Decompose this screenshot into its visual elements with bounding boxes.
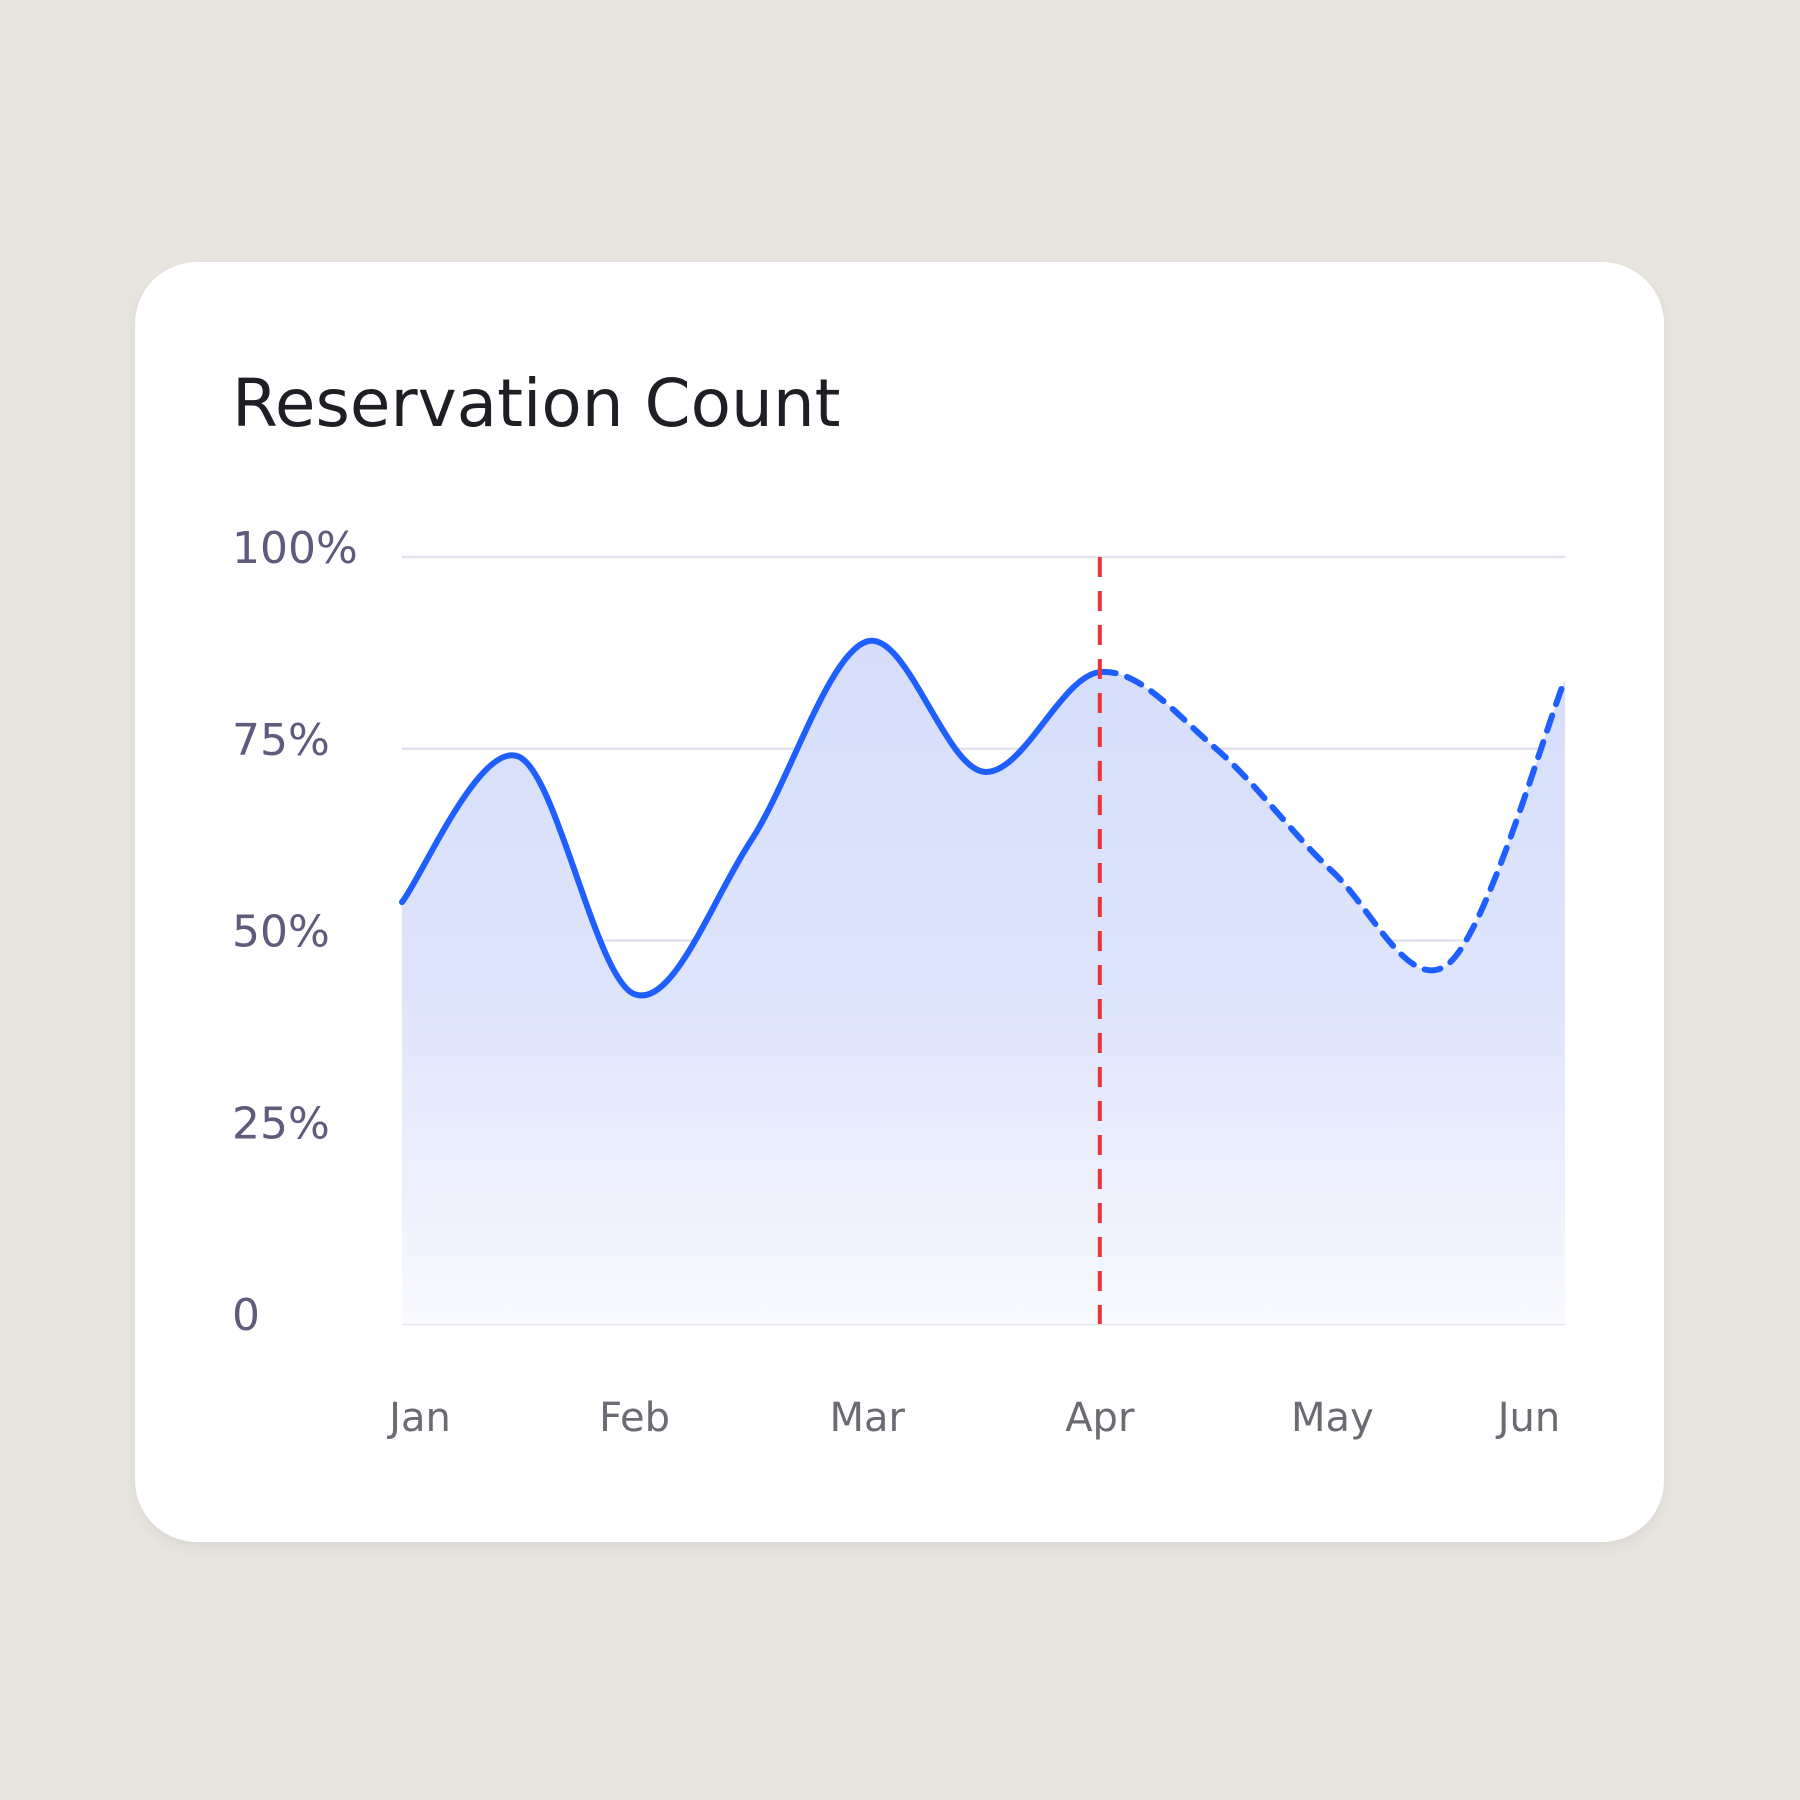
y-tick-label: 100% (232, 523, 358, 574)
y-tick-label: 75% (232, 715, 330, 766)
y-tick-label: 0 (232, 1290, 260, 1341)
forecast-line (1096, 669, 1568, 974)
y-tick-label: 25% (232, 1098, 330, 1149)
chart-title: Reservation Count (232, 365, 841, 442)
line (399, 637, 1103, 999)
y-tick-label: 50% (232, 907, 330, 958)
x-tick-label: Mar (829, 1395, 905, 1441)
x-tick-label: May (1291, 1395, 1374, 1441)
x-tick-label: Jun (1495, 1395, 1561, 1441)
x-tick-label: Feb (599, 1395, 670, 1441)
x-tick-label: Apr (1065, 1395, 1135, 1441)
x-tick-label: Jan (386, 1395, 451, 1441)
